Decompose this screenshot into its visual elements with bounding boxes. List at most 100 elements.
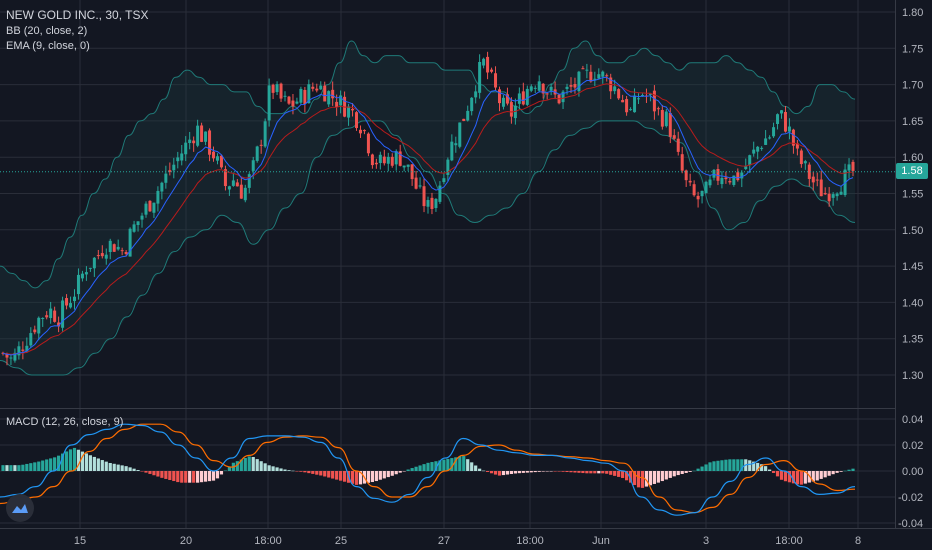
candle-body xyxy=(140,215,144,220)
candle-body xyxy=(680,154,684,171)
candle-body xyxy=(839,191,843,195)
candle-body xyxy=(601,71,605,77)
macd-bar xyxy=(799,471,803,485)
macd-bar xyxy=(537,471,541,472)
macd-bar xyxy=(335,471,339,480)
candle-body xyxy=(76,274,80,295)
candle-body xyxy=(529,86,533,91)
candle-body xyxy=(283,95,287,97)
macd-bar xyxy=(243,458,247,471)
macd-bar xyxy=(771,471,776,473)
macd-bar xyxy=(192,471,196,483)
macd-bar xyxy=(748,460,752,471)
candle-body xyxy=(263,121,267,147)
tradingview-logo[interactable] xyxy=(6,494,34,522)
candle-body xyxy=(791,129,795,146)
candle-body xyxy=(327,91,331,105)
candle-body xyxy=(589,71,593,82)
macd-bar xyxy=(720,460,724,471)
macd-tick-label: 0.00 xyxy=(902,466,923,478)
candle-body xyxy=(390,156,394,166)
macd-bar xyxy=(732,459,736,471)
macd-bar xyxy=(136,469,140,471)
bb-legend[interactable]: BB (20, close, 2) xyxy=(6,25,88,37)
candle-body xyxy=(847,164,851,171)
macd-bar xyxy=(565,471,569,472)
macd-bar xyxy=(593,471,597,474)
candle-body xyxy=(25,345,29,352)
macd-bar xyxy=(640,471,645,488)
macd-bar xyxy=(378,471,382,480)
candle-body xyxy=(339,95,343,106)
macd-bar xyxy=(128,467,132,471)
candle-body xyxy=(247,174,251,188)
macd-bar xyxy=(851,468,855,471)
macd-bar xyxy=(549,471,553,472)
macd-tick-label: -0.04 xyxy=(898,518,923,530)
price-tick-label: 1.65 xyxy=(902,116,923,128)
macd-bar xyxy=(207,471,212,482)
macd-bar xyxy=(366,471,371,483)
candle-body xyxy=(613,86,617,92)
candle-body xyxy=(672,135,676,139)
time-tick-label: 27 xyxy=(438,535,450,547)
candle-body xyxy=(223,169,227,187)
candle-body xyxy=(108,240,112,252)
macd-bar xyxy=(315,471,319,475)
macd-bar xyxy=(716,460,720,471)
candle-body xyxy=(231,180,235,186)
candle-body xyxy=(287,96,291,104)
candle-body xyxy=(621,100,625,103)
candle-body xyxy=(208,130,212,155)
macd-bar xyxy=(311,471,315,474)
candle-body xyxy=(748,155,752,166)
macd-bar xyxy=(756,462,760,471)
time-tick-label: 18:00 xyxy=(516,535,544,547)
price-tick-label: 1.60 xyxy=(902,152,923,164)
macd-bar xyxy=(688,471,692,472)
bb-upper-line xyxy=(0,40,856,289)
macd-bar xyxy=(227,466,232,471)
macd-legend[interactable]: MACD (12, 26, close, 9) xyxy=(6,416,124,428)
macd-bar xyxy=(760,464,764,471)
macd-bar xyxy=(1,465,5,471)
macd-bar xyxy=(676,471,680,476)
candle-body xyxy=(65,298,69,306)
candle-body xyxy=(712,169,716,178)
macd-bar xyxy=(601,471,605,474)
candle-body xyxy=(335,101,339,108)
macd-bar xyxy=(275,467,279,471)
macd-bar xyxy=(390,471,394,476)
candle-body xyxy=(700,190,704,197)
macd-bar xyxy=(831,471,835,475)
candle-body xyxy=(768,137,772,139)
price-tick-label: 1.30 xyxy=(902,370,923,382)
candle-body xyxy=(61,300,65,328)
candle-body xyxy=(291,100,295,107)
macd-bar xyxy=(184,471,188,483)
macd-bar xyxy=(779,471,784,480)
macd-signal-line xyxy=(0,423,856,514)
macd-bar xyxy=(160,471,164,478)
macd-bar xyxy=(152,471,156,476)
candle-body xyxy=(311,86,315,89)
macd-bar xyxy=(251,457,255,471)
candle-body xyxy=(251,160,255,171)
macd-bar xyxy=(736,459,740,471)
macd-bar xyxy=(446,458,450,471)
macd-bar xyxy=(406,469,410,471)
macd-bar xyxy=(84,453,89,471)
macd-bar xyxy=(485,471,490,472)
macd-bar xyxy=(327,471,331,478)
macd-bar xyxy=(493,471,498,475)
candle-body xyxy=(446,159,450,175)
macd-bar xyxy=(545,471,549,472)
candle-body xyxy=(629,109,633,111)
candle-body xyxy=(823,193,827,195)
macd-bar xyxy=(156,471,160,477)
macd-bar xyxy=(25,463,29,471)
macd-bar xyxy=(454,457,458,471)
macd-bar xyxy=(783,471,788,482)
ema-legend[interactable]: EMA (9, close, 0) xyxy=(6,40,90,52)
